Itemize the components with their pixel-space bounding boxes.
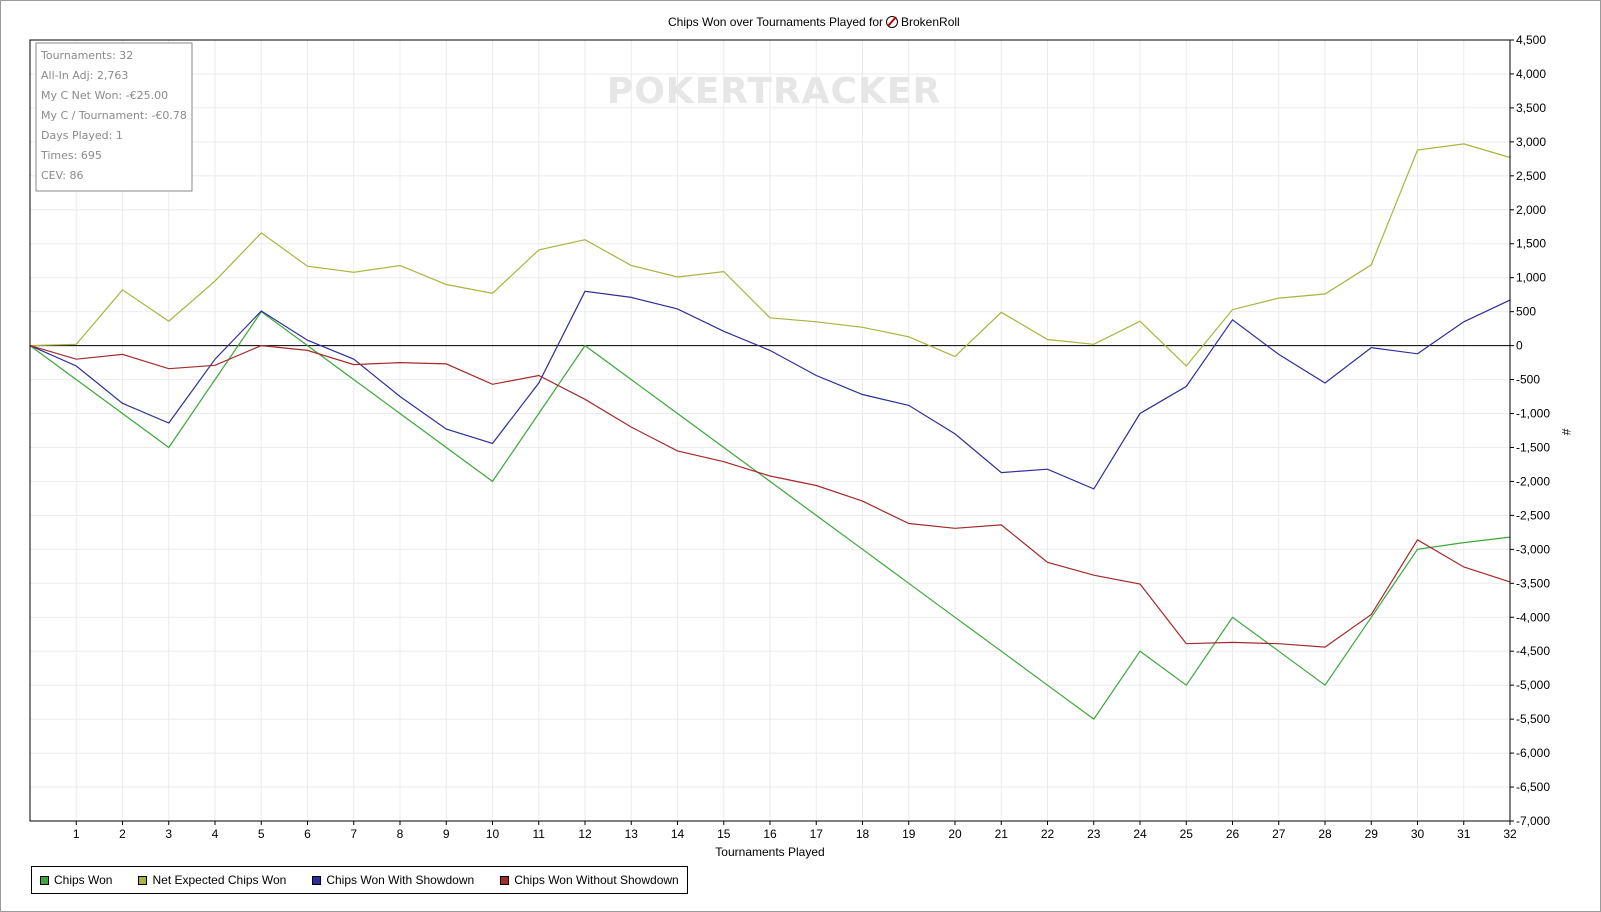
x-tick-label: 32	[1503, 827, 1517, 841]
x-tick-label: 2	[119, 827, 126, 841]
legend-item-chips-won: Chips Won	[40, 873, 112, 887]
legend-item-chips-won-with-showdown: Chips Won With Showdown	[312, 873, 474, 887]
poker-client-icon	[886, 16, 898, 28]
y-tick-label: 1,000	[1516, 271, 1546, 285]
legend-label: Chips Won	[54, 873, 113, 887]
x-tick-label: 8	[397, 827, 404, 841]
x-tick-label: 16	[763, 827, 777, 841]
series-line-chips-won-with-showdown	[29, 290, 1511, 490]
legend-swatch	[40, 875, 49, 885]
legend-swatch	[500, 875, 510, 885]
x-tick-label: 11	[533, 827, 546, 841]
y-tick-label: -2,000	[1516, 474, 1550, 488]
y-tick-label: 4,500	[1516, 33, 1546, 47]
x-tick-label: 28	[1318, 827, 1332, 841]
x-tick-label: 10	[486, 827, 500, 841]
y-tick-label: 1,500	[1516, 237, 1546, 251]
y-tick-label: -4,000	[1516, 610, 1550, 624]
x-tick-label: 15	[717, 827, 731, 841]
x-tick-label: 6	[304, 827, 311, 841]
x-tick-label: 7	[350, 827, 357, 841]
x-tick-label: 23	[1087, 827, 1101, 841]
legend: Chips Won Net Expected Chips Won Chips Won…	[31, 866, 688, 894]
y-axis-ticks: 4,500 4,000 3,500 3,000 2,500 2,000 1,500 1,000…	[1510, 33, 1550, 828]
legend-label: Chips Won With Showdown	[326, 873, 475, 887]
x-tick-label: 26	[1226, 827, 1240, 841]
stats-line: Times: 695	[40, 149, 102, 162]
chart-title-player: BrokenRoll	[901, 15, 960, 29]
x-tick-label: 1	[73, 827, 80, 841]
legend-swatch	[138, 875, 148, 885]
legend-swatch	[312, 875, 322, 885]
y-tick-label: -1,500	[1516, 440, 1550, 454]
y-tick-label: -500	[1516, 373, 1540, 387]
y-tick-label: -5,500	[1516, 712, 1550, 726]
y-tick-label: -4,500	[1516, 644, 1550, 658]
x-axis-label: Tournaments Played	[715, 845, 824, 859]
x-tick-label: 12	[578, 827, 592, 841]
chart-title: Chips Won over Tournaments Played for	[668, 15, 883, 29]
stats-box: Tournaments: 32 All-In Adj: 2,763 My C Net…	[35, 42, 193, 192]
x-tick-label: 25	[1180, 827, 1194, 841]
x-tick-label: 3	[165, 827, 172, 841]
x-tick-label: 29	[1365, 827, 1379, 841]
stats-line: Days Played: 1	[41, 129, 123, 142]
y-tick-label: 2,000	[1516, 203, 1546, 217]
y-tick-label: 500	[1516, 305, 1536, 319]
watermark: POKERTRACKER	[607, 71, 941, 112]
stats-line: My C / Tournament: -€0.78	[41, 109, 187, 122]
y-tick-label: -1,000	[1516, 407, 1550, 421]
legend-item-net-expected-chips-won: Net Expected Chips Won	[138, 873, 286, 887]
x-tick-label: 27	[1272, 827, 1286, 841]
legend-label: Chips Won Without Showdown	[514, 873, 679, 887]
grid-lines	[30, 39, 1511, 822]
y-tick-label: 2,500	[1516, 169, 1546, 183]
y-tick-label: 3,500	[1516, 101, 1546, 115]
y-tick-label: -5,000	[1516, 678, 1550, 692]
x-tick-label: 18	[856, 827, 870, 841]
stats-line: CEV: 86	[41, 169, 83, 182]
y-tick-label: 4,000	[1516, 67, 1546, 81]
x-tick-label: 21	[995, 827, 1009, 841]
y-tick-label: -6,500	[1516, 780, 1550, 794]
y-axis-label: #	[1559, 429, 1573, 436]
y-tick-label: -7,000	[1516, 814, 1550, 828]
y-tick-label: -3,500	[1516, 576, 1550, 590]
series-line-chips-won-without-showdown	[29, 344, 1511, 648]
stats-line: My C Net Won: -€25.00	[41, 89, 168, 102]
x-tick-label: 13	[625, 827, 639, 841]
y-tick-label: -2,500	[1516, 508, 1550, 522]
x-tick-label: 31	[1457, 827, 1471, 841]
x-tick-label: 30	[1411, 827, 1425, 841]
x-tick-label: 17	[810, 827, 824, 841]
legend-label: Net Expected Chips Won	[152, 873, 287, 887]
y-tick-label: 3,000	[1516, 135, 1546, 149]
x-tick-label: 5	[258, 827, 265, 841]
x-tick-label: 4	[212, 827, 219, 841]
x-tick-label: 24	[1133, 827, 1147, 841]
y-tick-label: 0	[1516, 339, 1523, 353]
stats-line: Tournaments: 32	[40, 49, 133, 62]
legend-item-chips-won-without-showdown: Chips Won Without Showdown	[500, 873, 679, 887]
x-tick-label: 20	[948, 827, 962, 841]
x-axis-ticks: 1 2 3 4 5 6 7 8 9 10 11 12 13 14 15 16 17 18 19 20 21 22 23 24 2…	[73, 821, 1517, 841]
series-line-chips-won	[29, 310, 1511, 720]
y-tick-label: -3,000	[1516, 542, 1550, 556]
stats-line: All-In Adj: 2,763	[41, 69, 128, 82]
y-tick-label: -6,000	[1516, 746, 1550, 760]
x-tick-label: 14	[671, 827, 685, 841]
series-line-net-expected-chips-won	[29, 143, 1511, 367]
series-lines	[29, 143, 1511, 720]
x-tick-label: 9	[443, 827, 450, 841]
x-tick-label: 22	[1041, 827, 1055, 841]
x-tick-label: 19	[902, 827, 916, 841]
